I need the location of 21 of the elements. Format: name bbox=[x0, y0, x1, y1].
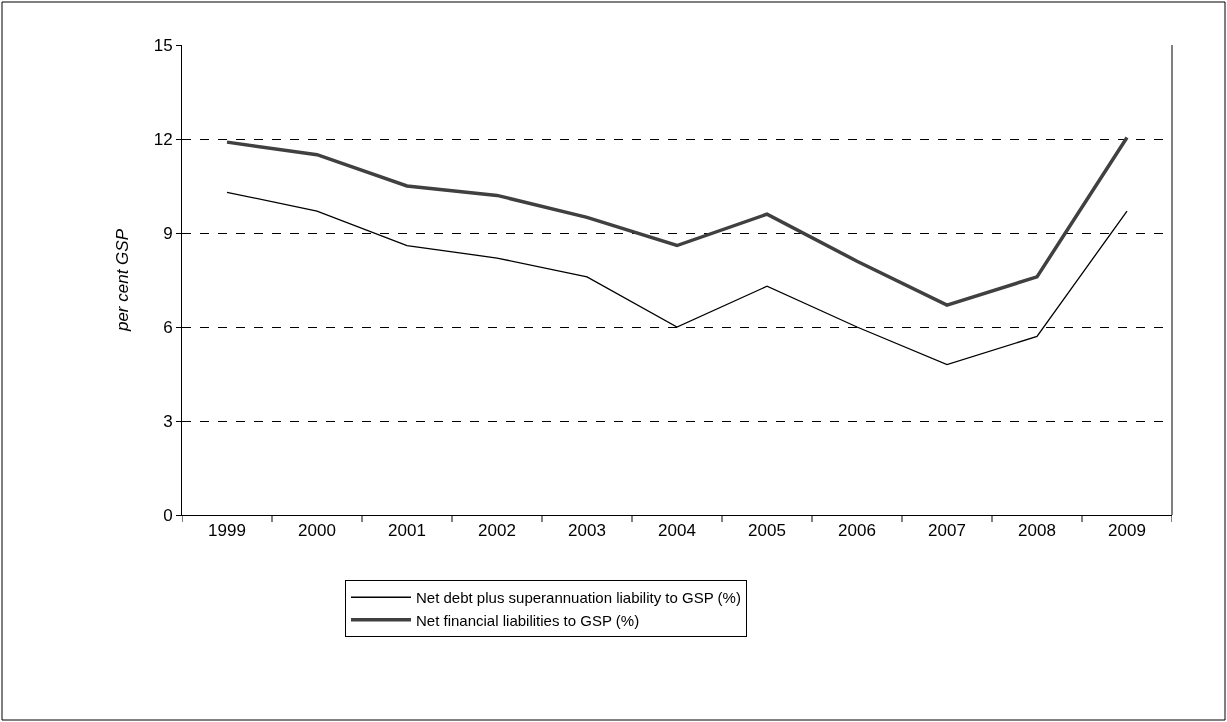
x-tick-label: 2005 bbox=[748, 521, 786, 541]
x-tick-label: 2008 bbox=[1018, 521, 1056, 541]
x-tick-label: 2004 bbox=[658, 521, 696, 541]
legend-label: Net debt plus superannuation liability to GSP (%) bbox=[416, 589, 741, 607]
y-tick-label: 3 bbox=[163, 411, 173, 431]
x-tick-label: 2002 bbox=[478, 521, 516, 541]
x-tick-label: 2003 bbox=[568, 521, 606, 541]
line-series bbox=[225, 135, 1129, 307]
x-tick-label: 2006 bbox=[838, 521, 876, 541]
y-tick-label: 15 bbox=[153, 35, 173, 55]
y-axis-title: per cent GSP bbox=[113, 228, 133, 333]
y-tick-label: 6 bbox=[163, 317, 173, 337]
x-tick-label: 2007 bbox=[928, 521, 966, 541]
x-tick-label: 2001 bbox=[388, 521, 426, 541]
y-tick-label: 12 bbox=[153, 129, 173, 149]
x-tick-label: 2000 bbox=[298, 521, 336, 541]
x-tick-label: 2009 bbox=[1108, 521, 1146, 541]
y-tick-label: 0 bbox=[163, 505, 173, 525]
legend-label: Net financial liabilities to GSP (%) bbox=[416, 611, 640, 629]
y-tick-label: 9 bbox=[163, 223, 173, 243]
x-tick-label: 1999 bbox=[208, 521, 246, 541]
